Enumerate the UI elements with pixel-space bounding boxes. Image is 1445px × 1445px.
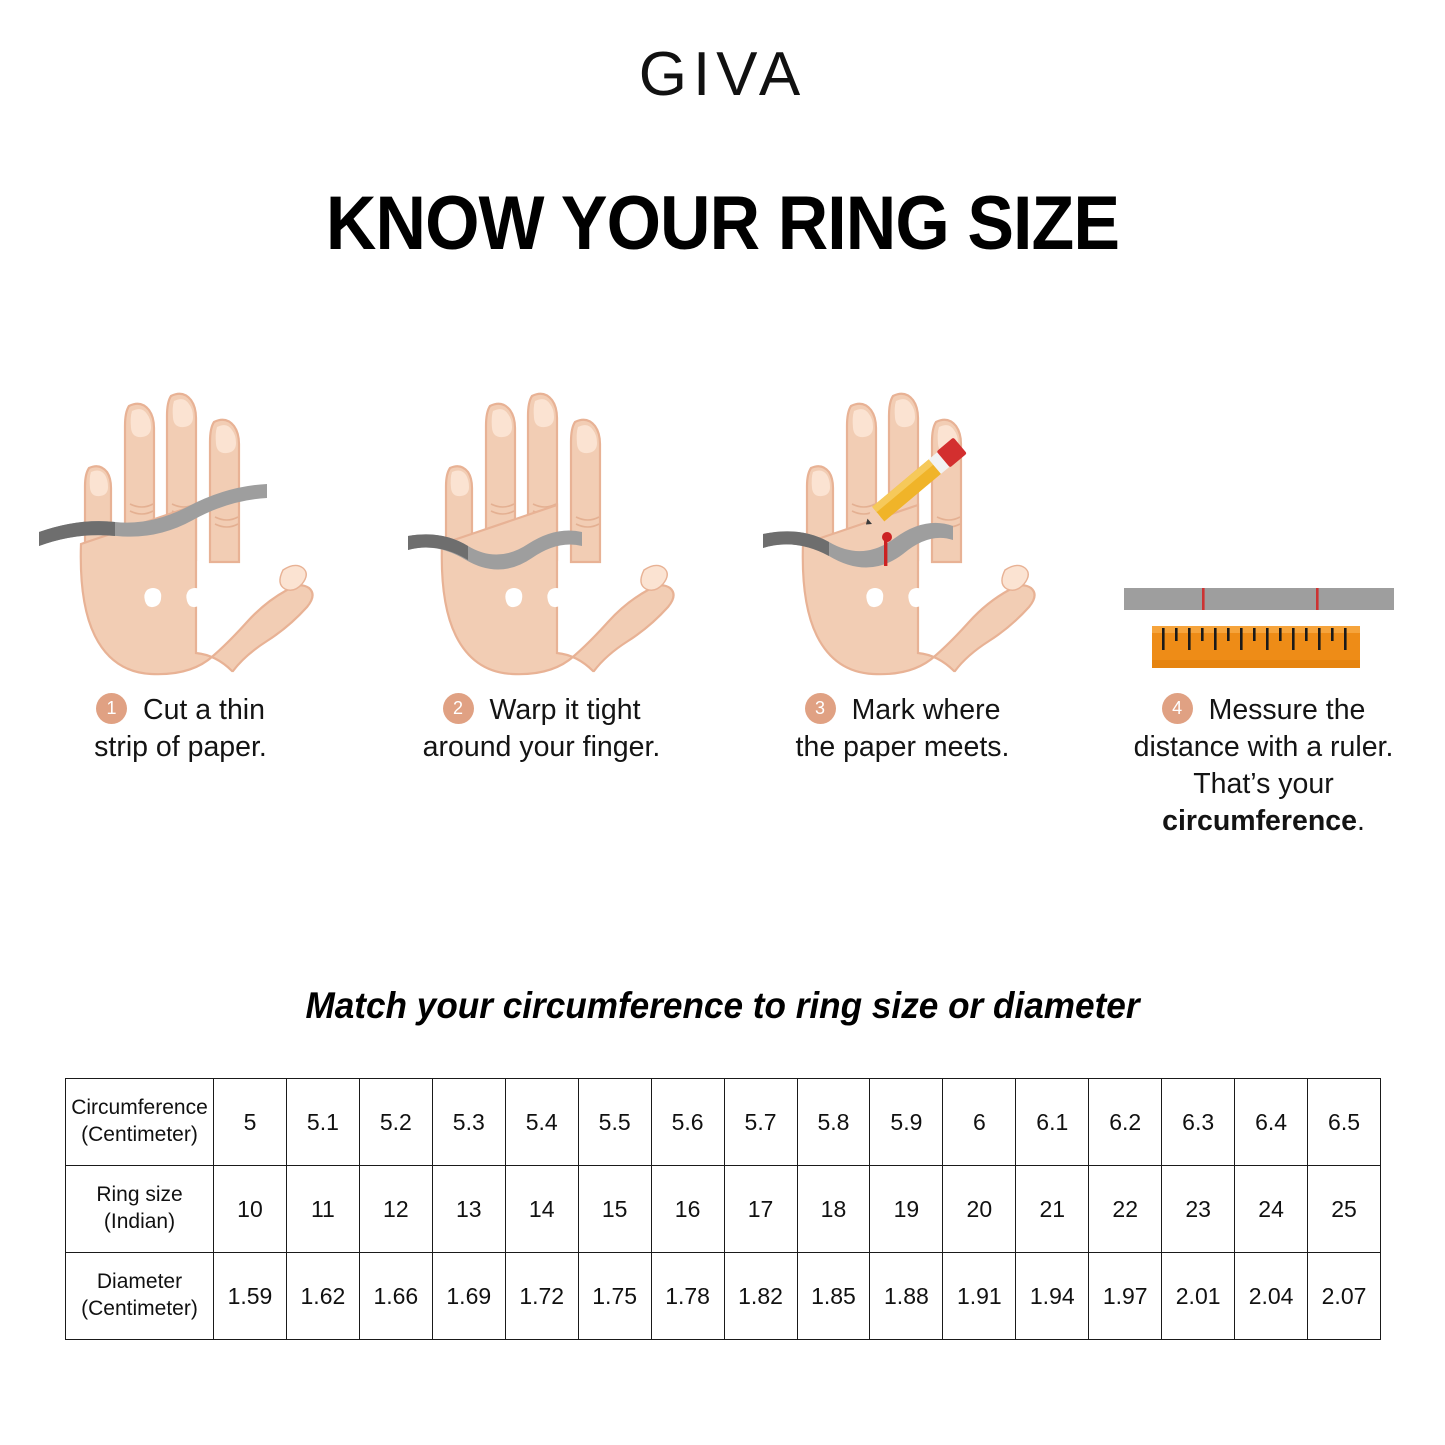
cell: 6.4 — [1234, 1078, 1309, 1166]
cell: 10 — [213, 1165, 287, 1253]
brand-logo: GIVA — [638, 40, 807, 109]
cell: 5.4 — [504, 1078, 579, 1166]
cell: 1.82 — [723, 1252, 798, 1340]
cell: 5.3 — [431, 1078, 506, 1166]
cell: 5.8 — [796, 1078, 871, 1166]
cell: 1.72 — [504, 1252, 579, 1340]
cell: 5.9 — [869, 1078, 944, 1166]
step-4-line3-suffix: . — [1356, 805, 1365, 838]
cell: 1.97 — [1088, 1252, 1163, 1340]
step-4-line3-prefix: That’s your — [1193, 768, 1334, 801]
cell: 2.01 — [1161, 1252, 1236, 1340]
cell: 5.1 — [285, 1078, 360, 1166]
cell: 15 — [577, 1165, 652, 1253]
step-2: 2 Warp it tight around your finger. — [361, 380, 722, 840]
step-1-illustration — [0, 380, 361, 680]
cell: 18 — [796, 1165, 871, 1253]
row-label-line1: Circumference — [71, 1096, 208, 1120]
step-1-badge: 1 — [96, 693, 127, 724]
step-3: 3 Mark where the paper meets. — [722, 380, 1083, 840]
cell: 5.6 — [650, 1078, 725, 1166]
step-1-line1: Cut a thin — [143, 694, 265, 726]
cell: 6.1 — [1015, 1078, 1090, 1166]
step-2-badge: 2 — [442, 693, 474, 724]
step-2-illustration — [361, 380, 722, 680]
cell: 6.5 — [1307, 1078, 1381, 1166]
cell: 2.07 — [1307, 1252, 1381, 1340]
cell: 13 — [431, 1165, 506, 1253]
step-1-line2: strip of paper. — [94, 731, 267, 764]
cell: 1.62 — [285, 1252, 360, 1340]
step-3-badge: 3 — [804, 693, 836, 724]
step-4-line3-emphasis: circumference — [1162, 805, 1357, 838]
cell: 1.75 — [577, 1252, 652, 1340]
step-1-caption: 1 Cut a thin strip of paper. — [0, 692, 361, 766]
hand-with-pencil-mark-icon — [762, 392, 1036, 676]
row-label-diameter: Diameter (Centimeter) — [65, 1252, 214, 1340]
cell: 1.94 — [1015, 1252, 1090, 1340]
cell: 19 — [869, 1165, 944, 1253]
page-title: KNOW YOUR RING SIZE — [325, 181, 1120, 266]
table-row: Diameter (Centimeter) 1.59 1.62 1.66 1.6… — [65, 1252, 1381, 1340]
table-row: Ring size (Indian) 10 11 12 13 14 15 16 … — [65, 1165, 1381, 1253]
cell: 17 — [723, 1165, 798, 1253]
step-4-caption: 4 Messure the distance with a ruler. That… — [1083, 692, 1444, 840]
step-4-line2: distance with a ruler. — [1133, 731, 1394, 764]
cell: 23 — [1161, 1165, 1236, 1253]
table-heading: Match your circumference to ring size or… — [305, 985, 1140, 1026]
cell: 5.7 — [723, 1078, 798, 1166]
cell: 14 — [504, 1165, 579, 1253]
ring-size-table-body: Circumference (Centimeter) 5 5.1 5.2 5.3… — [65, 1078, 1381, 1340]
step-2-line2: around your finger. — [422, 731, 661, 764]
cell: 25 — [1307, 1165, 1381, 1253]
step-4: 4 Messure the distance with a ruler. That… — [1083, 380, 1444, 840]
cell: 1.85 — [796, 1252, 871, 1340]
row-label-line2: (Centimeter) — [81, 1297, 198, 1320]
row-label-line1: Diameter — [96, 1270, 183, 1294]
cell: 5.5 — [577, 1078, 652, 1166]
step-2-caption: 2 Warp it tight around your finger. — [361, 692, 722, 766]
row-label-circumference: Circumference (Centimeter) — [65, 1078, 214, 1166]
ring-size-table: Circumference (Centimeter) 5 5.1 5.2 5.3… — [65, 1078, 1381, 1340]
cell: 1.69 — [431, 1252, 506, 1340]
step-3-line1: Mark where — [851, 694, 1001, 726]
cell: 5 — [213, 1078, 287, 1166]
step-4-badge: 4 — [1161, 693, 1193, 724]
cell: 11 — [285, 1165, 360, 1253]
row-label-line2: (Indian) — [103, 1210, 176, 1233]
step-2-line1: Warp it tight — [489, 694, 641, 726]
row-label-ring-size: Ring size (Indian) — [65, 1165, 214, 1253]
step-3-illustration — [722, 380, 1083, 680]
cell: 24 — [1234, 1165, 1309, 1253]
cell: 22 — [1088, 1165, 1163, 1253]
step-4-illustration — [1083, 380, 1444, 680]
cell: 1.78 — [650, 1252, 725, 1340]
hand-strip-wrapped-icon — [407, 392, 675, 676]
cell: 6 — [942, 1078, 1017, 1166]
cell: 6.3 — [1161, 1078, 1236, 1166]
cell: 1.59 — [213, 1252, 287, 1340]
step-4-line1: Messure the — [1208, 694, 1366, 726]
cell: 12 — [358, 1165, 433, 1253]
table-row: Circumference (Centimeter) 5 5.1 5.2 5.3… — [65, 1078, 1381, 1166]
step-3-line2: the paper meets. — [795, 731, 1010, 764]
ruler-and-strip-icon — [1123, 588, 1394, 668]
step-3-caption: 3 Mark where the paper meets. — [722, 692, 1083, 766]
row-label-line2: (Centimeter) — [81, 1123, 198, 1146]
cell: 16 — [650, 1165, 725, 1253]
cell: 1.91 — [942, 1252, 1017, 1340]
cell: 1.66 — [358, 1252, 433, 1340]
steps-row: 1 Cut a thin strip of paper. — [0, 380, 1445, 840]
cell: 21 — [1015, 1165, 1090, 1253]
cell: 2.04 — [1234, 1252, 1309, 1340]
cell: 20 — [942, 1165, 1017, 1253]
step-1: 1 Cut a thin strip of paper. — [0, 380, 361, 840]
cell: 5.2 — [358, 1078, 433, 1166]
row-label-line1: Ring size — [96, 1183, 183, 1207]
cell: 1.88 — [869, 1252, 944, 1340]
cell: 6.2 — [1088, 1078, 1163, 1166]
hand-with-paper-strip-icon — [38, 392, 314, 676]
